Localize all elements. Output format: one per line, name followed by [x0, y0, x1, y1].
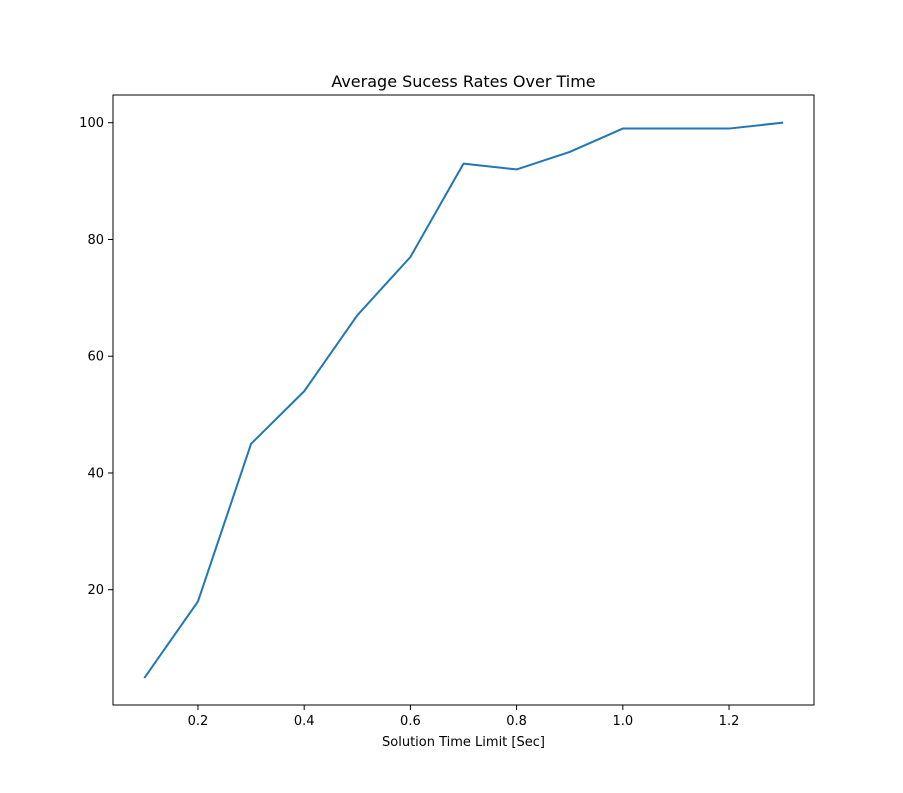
- data-point: [462, 162, 466, 166]
- data-point: [674, 127, 678, 131]
- data-point: [249, 442, 253, 446]
- data-point: [621, 127, 625, 131]
- series-line: [143, 121, 784, 679]
- x-tick-label: 1.0: [612, 714, 633, 729]
- chart-title: Average Sucess Rates Over Time: [331, 72, 595, 91]
- data-point: [780, 121, 784, 125]
- y-tick-label: 40: [87, 466, 104, 481]
- data-point: [143, 675, 147, 679]
- plot-area: [112, 94, 815, 706]
- x-tick-label: 0.4: [294, 714, 315, 729]
- x-tick-label: 0.8: [506, 714, 527, 729]
- y-tick-label: 80: [87, 233, 104, 248]
- data-point: [196, 599, 200, 603]
- y-axis-ticks: 20 40 60 80 100: [79, 116, 113, 598]
- y-tick-label: 20: [87, 583, 104, 598]
- data-point: [302, 389, 306, 393]
- data-point: [515, 167, 519, 171]
- data-point: [355, 313, 359, 317]
- x-axis-label: Solution Time Limit [Sec]: [382, 735, 545, 750]
- axes-frame: [112, 94, 815, 706]
- y-tick-label: 100: [79, 116, 104, 131]
- y-tick-label: 60: [87, 350, 104, 365]
- x-axis-ticks: 0.2 0.4 0.6 0.8 1.0 1.2: [188, 705, 740, 729]
- data-point: [568, 150, 572, 154]
- x-tick-label: 1.2: [719, 714, 740, 729]
- x-tick-label: 0.6: [400, 714, 421, 729]
- data-point: [408, 255, 412, 259]
- x-tick-label: 0.2: [188, 714, 209, 729]
- data-point: [727, 127, 731, 131]
